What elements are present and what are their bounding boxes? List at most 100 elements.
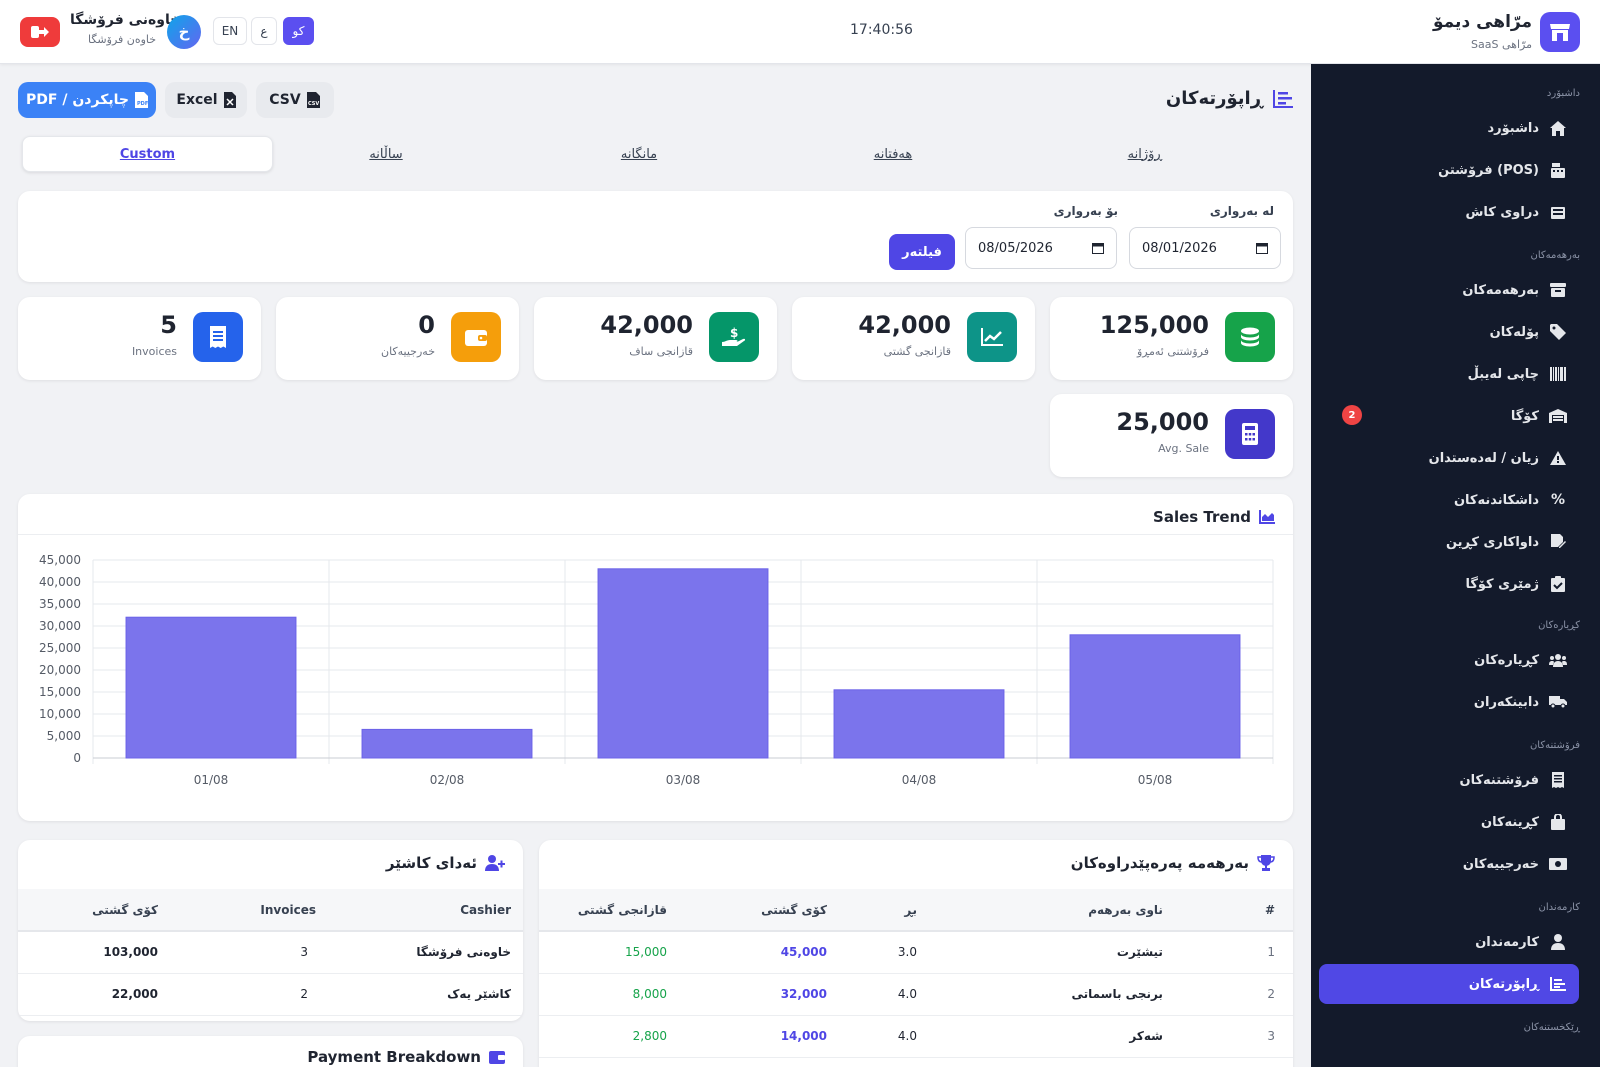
stat-card-net-profit: $ 42,000 قازانجی ساف bbox=[534, 297, 777, 380]
x-tick-label: 04/08 bbox=[902, 773, 937, 787]
bar bbox=[597, 568, 769, 759]
sidebar-item-categories[interactable]: پۆلەکان bbox=[1319, 312, 1579, 352]
stat-label: Avg. Sale bbox=[1158, 442, 1209, 455]
sidebar-item-stock-count[interactable]: ژمێری کۆگا bbox=[1319, 564, 1579, 604]
top-products-table: قازانجی گشتی کۆی گشتی بڕ ناوی بەرهەم # 1… bbox=[539, 889, 1293, 1058]
sidebar-section-settings: ڕێکخستنەکان bbox=[1523, 1022, 1580, 1033]
cashier-name: خاوەنی فرۆشگا bbox=[328, 931, 523, 974]
bar bbox=[361, 728, 533, 759]
stat-value: 42,000 bbox=[858, 311, 951, 339]
sidebar-item-suppliers[interactable]: دابینکەران bbox=[1319, 682, 1579, 722]
file-pdf-icon: PDF bbox=[134, 92, 148, 108]
user-icon bbox=[1549, 933, 1567, 951]
cashier-title: ئەدای کاشێر bbox=[386, 854, 505, 872]
logout-button[interactable] bbox=[20, 17, 60, 47]
sidebar-item-inventory[interactable]: 2 کۆگا bbox=[1319, 396, 1579, 436]
to-date-label: بۆ بەرواری bbox=[1053, 204, 1118, 218]
col-total: کۆی گشتی bbox=[679, 889, 839, 932]
product-qty: 4.0 bbox=[839, 1015, 929, 1058]
x-tick-label: 05/08 bbox=[1138, 773, 1173, 787]
y-tick-label: 5,000 bbox=[47, 729, 81, 743]
y-tick-label: 40,000 bbox=[39, 575, 81, 589]
export-excel-button[interactable]: Excel bbox=[165, 82, 247, 118]
y-tick-label: 45,000 bbox=[39, 553, 81, 567]
sidebar-item-label-print[interactable]: چاپی لەیبڵ bbox=[1319, 354, 1579, 394]
sidebar-item-purchase-orders[interactable]: داواکاری کڕین bbox=[1319, 522, 1579, 562]
product-total: 45,000 bbox=[679, 931, 839, 974]
brand-subtitle: SaaS مرّاهی bbox=[1471, 38, 1532, 51]
wallet-icon bbox=[451, 312, 501, 362]
calculator-icon bbox=[1225, 409, 1275, 459]
stat-label: خەرجییەکان bbox=[380, 345, 435, 358]
lang-en-button[interactable]: EN bbox=[213, 17, 247, 45]
sidebar-section-products: بەرهەمەکان bbox=[1530, 250, 1580, 261]
sidebar-item-products[interactable]: بەرهەمەکان bbox=[1319, 270, 1579, 310]
to-date-field[interactable]: 08/05/2026 bbox=[965, 227, 1117, 269]
table-row: 2,800 14,000 4.0 شەکر 3 bbox=[539, 1015, 1293, 1058]
sales-trend-chart: 0 5,000 10,000 15,000 20,000 25,000 30,000 35,0… bbox=[39, 553, 1274, 787]
user-name: خاوەنی فرۆشگا bbox=[70, 12, 181, 28]
tab-monthly[interactable]: مانگانە bbox=[620, 146, 658, 162]
col-total: کۆی گشتی bbox=[18, 889, 178, 932]
sidebar-item-reports[interactable]: ڕاپۆرتەکان bbox=[1319, 964, 1579, 1004]
cash-drawer-icon bbox=[1549, 203, 1567, 221]
truck-icon bbox=[1549, 693, 1567, 711]
sidebar-item-purchases[interactable]: کڕینەکان bbox=[1319, 802, 1579, 842]
col-profit: قازانجی گشتی bbox=[539, 889, 679, 932]
avatar[interactable]: خ bbox=[167, 15, 201, 49]
tab-custom[interactable]: Custom bbox=[22, 136, 273, 172]
tab-yearly[interactable]: ساڵانە bbox=[369, 146, 403, 162]
sidebar: داشبۆرد داشبۆرد فرۆشتن (POS) دراوی کاش ب… bbox=[1311, 64, 1600, 1067]
stat-value: 5 bbox=[160, 311, 177, 339]
sidebar-item-cash-drawer[interactable]: دراوی کاش bbox=[1319, 192, 1579, 232]
from-date-field[interactable]: 08/01/2026 bbox=[1129, 227, 1281, 269]
sales-trend-card: Sales Trend 0 5,000 10,000 15,000 20,000 25,0… bbox=[18, 494, 1293, 821]
percent-icon: % bbox=[1550, 492, 1566, 508]
sidebar-item-expenses[interactable]: خەرجییەکان bbox=[1319, 844, 1579, 884]
bar bbox=[1069, 634, 1241, 759]
product-profit: 8,000 bbox=[539, 973, 679, 1016]
logout-icon bbox=[31, 26, 49, 38]
lang-ku-button[interactable]: کو bbox=[283, 17, 314, 45]
stat-value: 125,000 bbox=[1099, 311, 1209, 339]
sidebar-item-dashboard[interactable]: داشبۆرد bbox=[1319, 108, 1579, 148]
sidebar-item-sales[interactable]: فرۆشتنەکان bbox=[1319, 760, 1579, 800]
print-pdf-button[interactable]: PDF / چاپکردن PDF bbox=[18, 82, 156, 118]
sidebar-item-discounts[interactable]: داشکاندنەکان% bbox=[1453, 492, 1566, 508]
cashier-total: 103,000 bbox=[18, 931, 178, 974]
cash-register-icon bbox=[1549, 161, 1567, 179]
page-title: ڕاپۆرتەکان bbox=[1166, 88, 1293, 109]
product-qty: 3.0 bbox=[839, 931, 929, 974]
stat-card-avg-sale: 25,000 Avg. Sale bbox=[1050, 394, 1293, 477]
tab-weekly[interactable]: هەفتانە bbox=[873, 146, 913, 162]
tab-daily[interactable]: ڕۆژانە bbox=[1127, 146, 1163, 162]
cashier-invoices: 2 bbox=[178, 973, 328, 1016]
tag-icon bbox=[1549, 323, 1567, 341]
sidebar-item-damage[interactable]: زیان / لەدەستدان bbox=[1319, 438, 1579, 478]
cashier-table: کۆی گشتی Invoices Cashier 103,000 3 خاوە… bbox=[18, 889, 523, 1016]
clock: 17:40:56 bbox=[850, 22, 913, 38]
export-csv-button[interactable]: CSV CSV bbox=[256, 82, 334, 118]
y-tick-label: 15,000 bbox=[39, 685, 81, 699]
y-tick-label: 0 bbox=[73, 751, 81, 765]
product-total: 32,000 bbox=[679, 973, 839, 1016]
y-tick-label: 25,000 bbox=[39, 641, 81, 655]
hand-dollar-icon: $ bbox=[709, 312, 759, 362]
lang-ar-button[interactable]: ع bbox=[251, 17, 277, 45]
sales-trend-title: Sales Trend bbox=[1153, 508, 1275, 526]
sidebar-item-pos[interactable]: فرۆشتن (POS) bbox=[1319, 150, 1579, 190]
user-role: خاوەن فرۆشگا bbox=[88, 33, 157, 46]
sidebar-item-employees[interactable]: کارمەندان bbox=[1319, 922, 1579, 962]
sidebar-item-customers[interactable]: کڕیارەکان bbox=[1319, 640, 1579, 680]
warning-icon bbox=[1549, 449, 1567, 467]
from-date-label: لە بەرواری bbox=[1209, 204, 1274, 218]
filter-button[interactable]: فیلتەر bbox=[889, 234, 955, 270]
home-icon bbox=[1549, 119, 1567, 137]
cashier-name: کاشێر یەک bbox=[328, 973, 523, 1016]
product-name: شەکر bbox=[929, 1015, 1253, 1058]
bar bbox=[833, 689, 1005, 759]
clipboard-check-icon bbox=[1549, 575, 1567, 593]
product-index: 3 bbox=[1252, 1015, 1293, 1058]
x-tick-label: 02/08 bbox=[430, 773, 465, 787]
product-index: 1 bbox=[1252, 931, 1293, 974]
